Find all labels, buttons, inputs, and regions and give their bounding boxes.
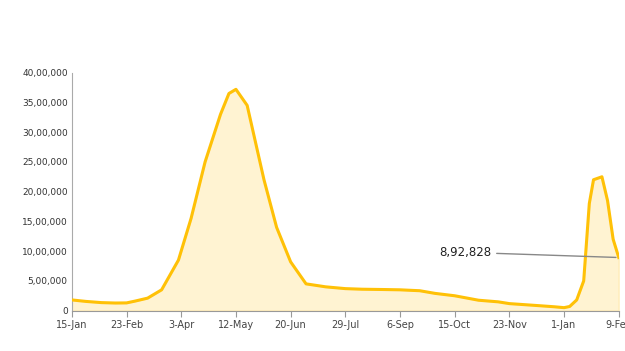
Text: India’s Active cases Trajectory: India’s Active cases Trajectory [133,21,492,41]
Text: 8,92,828: 8,92,828 [439,246,616,259]
